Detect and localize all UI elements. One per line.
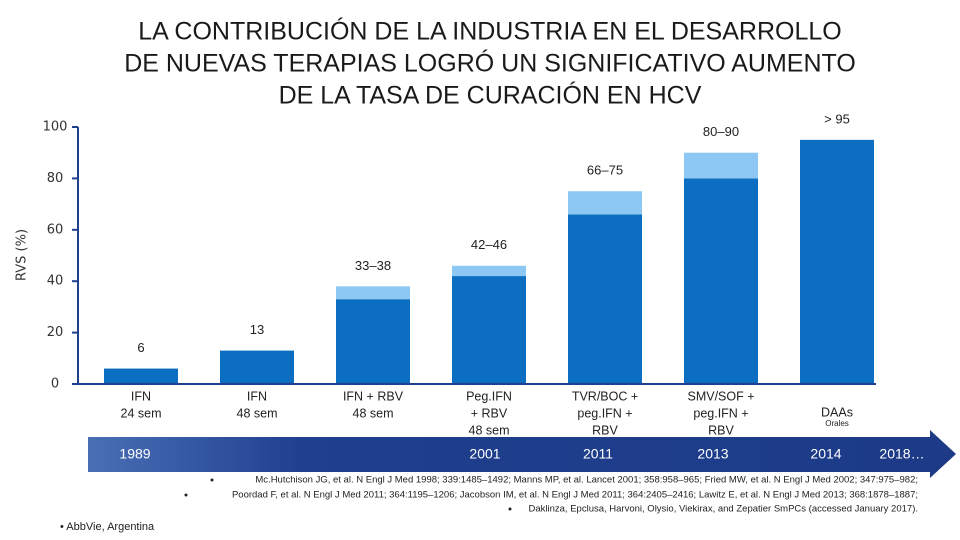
bar-segment xyxy=(452,265,526,277)
x-tick-label: Peg.IFN xyxy=(466,389,512,403)
x-tick-label: 48 sem xyxy=(237,406,278,420)
bar-segment xyxy=(568,191,642,215)
timeline-label: 2018… xyxy=(879,446,924,462)
chart-title: DE LA TASA DE CURACIÓN EN HCV xyxy=(279,81,702,110)
value-label: 13 xyxy=(250,322,264,337)
timeline-arrow xyxy=(88,430,956,478)
x-tick-label: IFN xyxy=(131,389,151,403)
x-tick-label: IFN xyxy=(247,389,267,403)
value-label: 66–75 xyxy=(587,163,623,178)
timeline-label: 2013 xyxy=(697,446,728,462)
y-tick-label: 60 xyxy=(47,222,64,237)
x-tick-label: TVR/BOC + xyxy=(572,389,638,403)
chart-title: LA CONTRIBUCIÓN DE LA INDUSTRIA EN EL DE… xyxy=(138,17,841,46)
x-tick-label: peg.IFN + xyxy=(693,406,748,420)
y-tick-label: 20 xyxy=(47,325,64,340)
bar-segment xyxy=(452,276,526,384)
x-tick-label: IFN + RBV xyxy=(343,389,404,403)
bullet xyxy=(210,478,214,482)
timeline-label: 1989 xyxy=(119,446,150,462)
x-tick-label: peg.IFN + xyxy=(577,406,632,420)
bar-segment xyxy=(104,368,178,384)
x-tick-label: 48 sem xyxy=(353,406,394,420)
bar-segment xyxy=(568,214,642,384)
value-label: > 95 xyxy=(824,111,850,126)
bullet xyxy=(184,493,188,497)
chart-title: DE NUEVAS TERAPIAS LOGRÓ UN SIGNIFICATIV… xyxy=(124,49,856,78)
bar-segment xyxy=(684,178,758,384)
x-tick-label: RBV xyxy=(592,423,618,437)
timeline-label: 2001 xyxy=(469,446,500,462)
x-tick-label: DAAs xyxy=(821,405,853,419)
y-tick-label: 40 xyxy=(47,274,64,289)
bar-segment xyxy=(220,350,294,384)
value-label: 33–38 xyxy=(355,258,391,273)
y-axis-label: RVS (%) xyxy=(15,229,30,281)
value-label: 6 xyxy=(137,340,144,355)
value-label: 80–90 xyxy=(703,124,739,139)
category-note: Orales xyxy=(825,419,849,428)
bar-segment xyxy=(336,299,410,384)
x-tick-label: 24 sem xyxy=(121,406,162,420)
x-tick-label: RBV xyxy=(708,423,734,437)
bar-segment xyxy=(684,152,758,179)
x-tick-label: 48 sem xyxy=(469,423,510,437)
y-tick-label: 100 xyxy=(43,120,68,135)
reference: Mc.Hutchison JG, et al. N Engl J Med 199… xyxy=(255,475,918,486)
value-label: 42–46 xyxy=(471,237,507,252)
x-tick-label: SMV/SOF + xyxy=(687,389,754,403)
reference: Poordad F, et al. N Engl J Med 2011; 364… xyxy=(232,490,918,501)
bullet xyxy=(508,507,512,511)
timeline-label: 2011 xyxy=(583,446,613,462)
footer: • AbbVie, Argentina xyxy=(60,521,155,533)
x-tick-label: + RBV xyxy=(471,406,508,420)
timeline-label: 2014 xyxy=(810,446,841,462)
bar-segment xyxy=(800,139,874,384)
bar-segment xyxy=(336,286,410,300)
y-tick-label: 0 xyxy=(51,377,59,392)
y-tick-label: 80 xyxy=(47,171,64,186)
reference: Daklinza, Epclusa, Harvoni, Olysio, Viek… xyxy=(529,504,919,515)
